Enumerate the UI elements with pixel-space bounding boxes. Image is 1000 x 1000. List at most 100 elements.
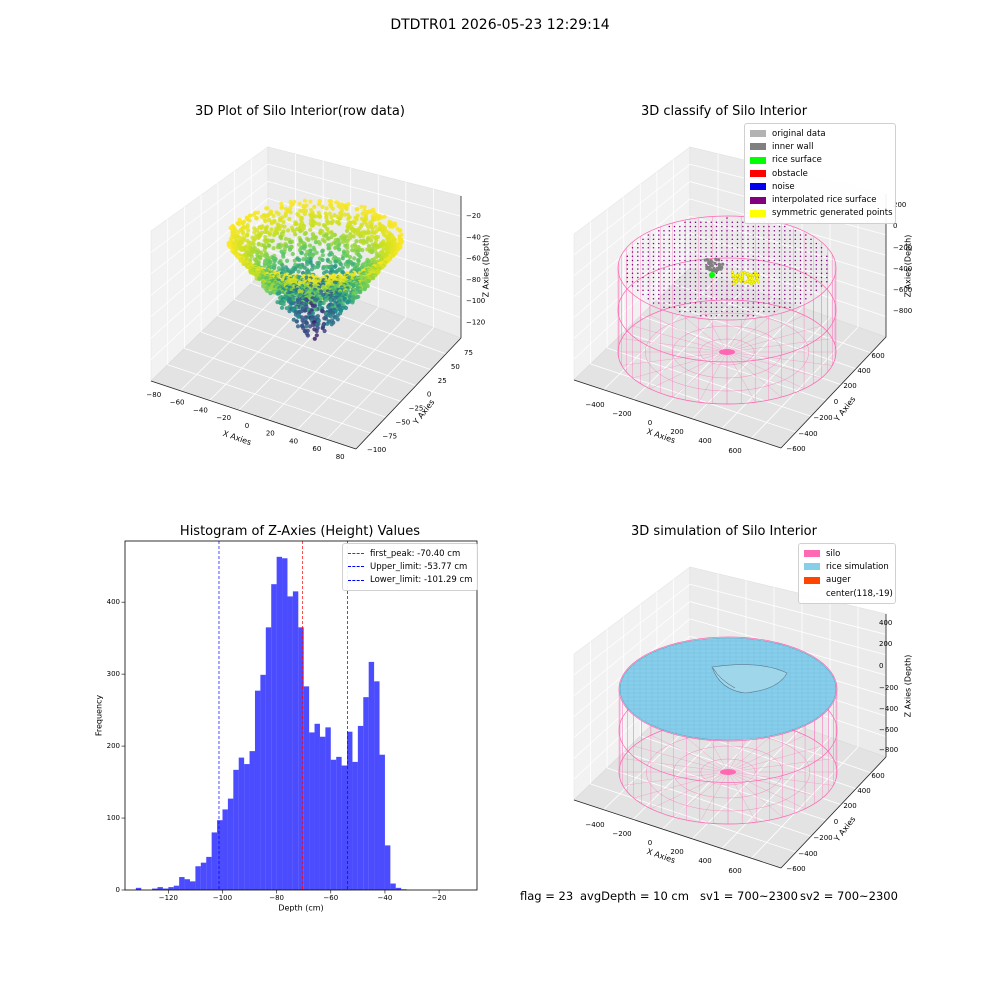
p2-interpolated-point xyxy=(768,259,770,262)
p3-bar xyxy=(314,723,320,890)
p2-grid-line xyxy=(607,347,812,417)
p2-interpolated-point xyxy=(726,264,728,266)
p2-interpolated-point xyxy=(700,225,702,228)
p2-interpolated-point xyxy=(700,247,702,249)
p1-x-tick-label: 20 xyxy=(266,430,275,438)
p2-interpolated-point xyxy=(784,255,786,258)
p2-interpolated-point xyxy=(799,281,802,283)
p2-interpolated-point xyxy=(794,281,797,283)
p2-interpolated-point xyxy=(710,310,713,313)
p2-interpolated-point xyxy=(794,289,797,292)
p2-interpolated-point xyxy=(768,234,770,236)
p2-interpolated-point xyxy=(794,298,797,300)
p2-interpolated-point xyxy=(810,268,812,270)
p2-silo-floor-spoke xyxy=(672,306,728,353)
p1-z-tick-label: −40 xyxy=(466,233,481,241)
p2-interpolated-point xyxy=(752,255,755,258)
p2-interpolated-point xyxy=(652,285,655,287)
p1-point xyxy=(326,246,331,251)
p2-interpolated-point xyxy=(631,285,634,287)
p1-point xyxy=(297,201,302,206)
p2-interpolated-point xyxy=(742,298,744,300)
p2-interpolated-point xyxy=(757,285,760,287)
p2-interpolated-point xyxy=(694,238,697,241)
p2-interpolated-point xyxy=(679,310,681,313)
p2-interpolated-point xyxy=(647,276,650,279)
p2-interpolated-point xyxy=(668,230,671,232)
p2-interpolated-point xyxy=(736,221,739,224)
p2-interpolated-point xyxy=(799,276,802,279)
p2-interpolated-point xyxy=(731,255,734,258)
p2-symmetric-point xyxy=(755,276,759,280)
p4-y-tick-label: −200 xyxy=(813,834,832,842)
p2-interpolated-point xyxy=(679,230,681,232)
p2-interpolated-point xyxy=(705,234,707,236)
p2-interpolated-point xyxy=(647,242,650,245)
p1-point xyxy=(320,309,325,314)
p3-bar xyxy=(184,879,190,890)
p2-interpolated-point xyxy=(763,247,765,249)
p1-point xyxy=(279,305,285,310)
p1-point xyxy=(313,307,318,312)
p1-point xyxy=(316,202,322,207)
p2-interpolated-point xyxy=(805,238,807,241)
p2-interpolated-point xyxy=(815,272,818,275)
p2-interpolated-point xyxy=(694,298,697,300)
p2-interpolated-point xyxy=(710,298,713,300)
p2-inner-wall-point xyxy=(708,265,712,269)
p2-interpolated-point xyxy=(794,238,797,241)
p2-y-axis-line xyxy=(780,336,887,449)
p1-x-tick-label: −20 xyxy=(216,414,231,422)
p2-symmetric-point xyxy=(735,273,739,277)
legend-label: auger xyxy=(826,575,851,586)
p2-interpolated-point xyxy=(757,293,760,296)
p2-interpolated-point xyxy=(694,272,697,275)
p2-interpolated-point xyxy=(658,251,660,253)
p3-x-tick-label: −80 xyxy=(269,894,284,902)
status-sv2: sv2 = 700~2300 xyxy=(800,889,898,903)
p2-interpolated-point xyxy=(721,259,723,262)
p1-point xyxy=(303,252,308,258)
p1-point xyxy=(312,247,317,252)
p1-point xyxy=(254,216,259,221)
p4-grid-line xyxy=(689,601,887,656)
p1-point xyxy=(340,256,345,261)
p2-interpolated-point xyxy=(763,298,765,300)
p2-interpolated-point xyxy=(726,225,728,228)
p2-interpolated-point xyxy=(631,272,634,275)
p1-point xyxy=(334,270,339,275)
p2-interpolated-point xyxy=(752,234,755,236)
p2-interpolated-point xyxy=(799,285,802,287)
p2-interpolated-point xyxy=(658,272,660,275)
p2-interpolated-point xyxy=(663,234,665,236)
p3-bar xyxy=(390,883,396,890)
p1-point xyxy=(272,265,277,270)
p3-bar xyxy=(217,820,223,890)
swatch-center xyxy=(804,590,820,597)
p2-symmetric-point xyxy=(738,278,742,282)
p2-interpolated-point xyxy=(768,247,770,249)
p2-interpolated-point xyxy=(705,242,707,245)
p2-interpolated-point xyxy=(642,247,644,249)
p2-interpolated-point xyxy=(715,221,718,224)
p1-point xyxy=(295,324,301,329)
p1-point xyxy=(227,244,232,250)
p1-point xyxy=(366,225,371,230)
p2-silo-floor-spoke xyxy=(726,351,805,389)
p2-interpolated-point xyxy=(658,234,660,236)
p2-interpolated-point xyxy=(826,264,828,266)
legend-item-original-data: original data xyxy=(750,127,890,140)
legend-label: rice simulation xyxy=(826,561,889,572)
p1-point xyxy=(287,309,292,314)
p2-interpolated-point xyxy=(805,272,807,275)
p2-interpolated-point xyxy=(726,293,728,296)
p2-interpolated-point xyxy=(731,268,734,270)
p4-z-tick-label: −800 xyxy=(879,746,898,754)
p1-y-tick-label: −25 xyxy=(409,405,424,413)
p2-interpolated-point xyxy=(700,272,702,275)
p2-interpolated-point xyxy=(736,298,739,300)
p1-grid-line xyxy=(201,331,402,402)
p1-point xyxy=(352,221,357,226)
p2-interpolated-point xyxy=(799,268,802,270)
p2-interpolated-point xyxy=(810,264,812,266)
